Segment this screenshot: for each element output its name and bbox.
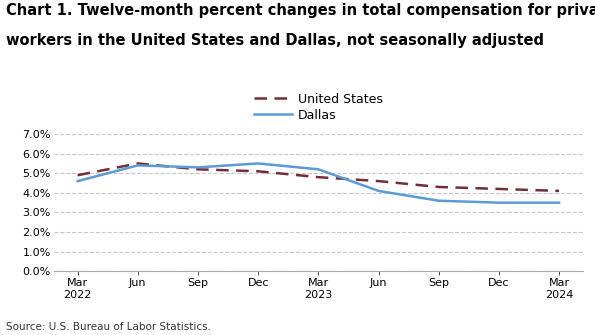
Dallas [495,201,502,205]
Text: workers in the United States and Dallas, not seasonally adjusted: workers in the United States and Dallas,… [6,34,544,49]
United States [74,173,81,177]
United States [556,189,563,193]
United States [435,185,442,189]
United States [134,161,142,165]
United States [255,169,262,173]
Line: United States: United States [77,163,559,191]
United States [495,187,502,191]
Legend: United States, Dallas: United States, Dallas [249,88,387,127]
Dallas [195,165,202,170]
Dallas [435,199,442,203]
Text: Chart 1. Twelve-month percent changes in total compensation for private industry: Chart 1. Twelve-month percent changes in… [6,3,595,18]
Dallas [134,163,142,168]
United States [375,179,382,183]
Dallas [375,189,382,193]
United States [315,175,322,179]
Text: Source: U.S. Bureau of Labor Statistics.: Source: U.S. Bureau of Labor Statistics. [6,322,211,332]
Dallas [315,167,322,171]
Dallas [74,179,81,183]
United States [195,167,202,171]
Line: Dallas: Dallas [77,163,559,203]
Dallas [255,161,262,165]
Dallas [556,201,563,205]
